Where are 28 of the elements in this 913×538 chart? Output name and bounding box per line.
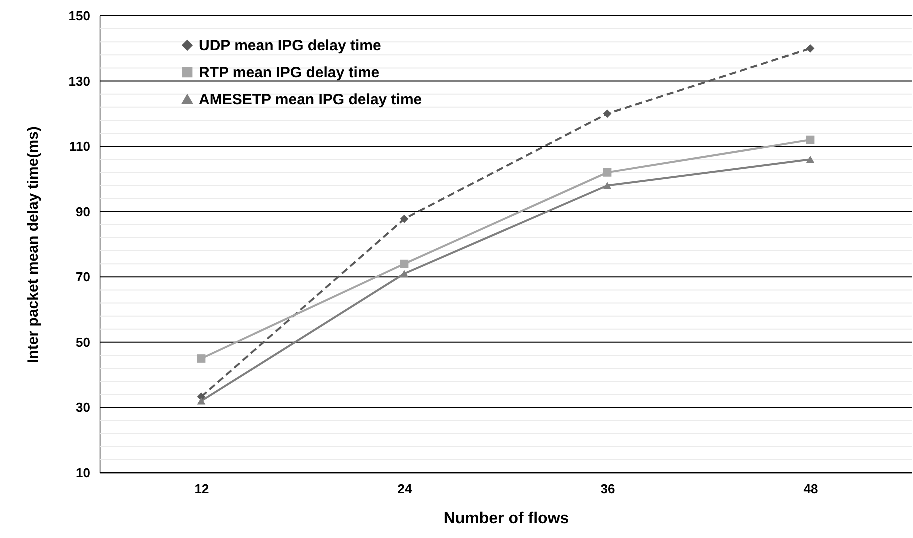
point: [806, 136, 815, 144]
x-tick-label: 12: [194, 482, 210, 496]
y-tick-label: 70: [76, 270, 90, 285]
point: [603, 182, 612, 190]
y-tick-label: 30: [76, 400, 90, 416]
x-tick-label: 24: [398, 482, 413, 496]
point: [400, 270, 409, 278]
point: [400, 260, 409, 268]
point: [806, 156, 815, 164]
y-tick-label: 50: [76, 334, 90, 350]
y-tick-label: 110: [70, 139, 90, 154]
x-tick-label: 36: [600, 482, 616, 496]
point: [197, 354, 206, 363]
legend-label: UDP mean IPG delay time: [199, 38, 382, 54]
point: [603, 168, 612, 177]
y-tick-label: 90: [76, 204, 90, 220]
point: [197, 398, 206, 405]
y-tick-label: 10: [76, 466, 90, 480]
point: [400, 214, 409, 224]
legend-label: AMESETP mean IPG delay time: [199, 92, 422, 108]
x-tick-label: 48: [804, 482, 818, 496]
y-axis-title: Inter packet mean delay time(ms): [24, 126, 42, 364]
point: [603, 110, 612, 118]
y-tick-label: 130: [68, 74, 90, 89]
legend-label: RTP mean IPG delay time: [199, 64, 380, 82]
x-axis-title: Number of flows: [444, 510, 570, 528]
y-tick-label: 150: [68, 8, 90, 24]
point: [806, 44, 815, 53]
